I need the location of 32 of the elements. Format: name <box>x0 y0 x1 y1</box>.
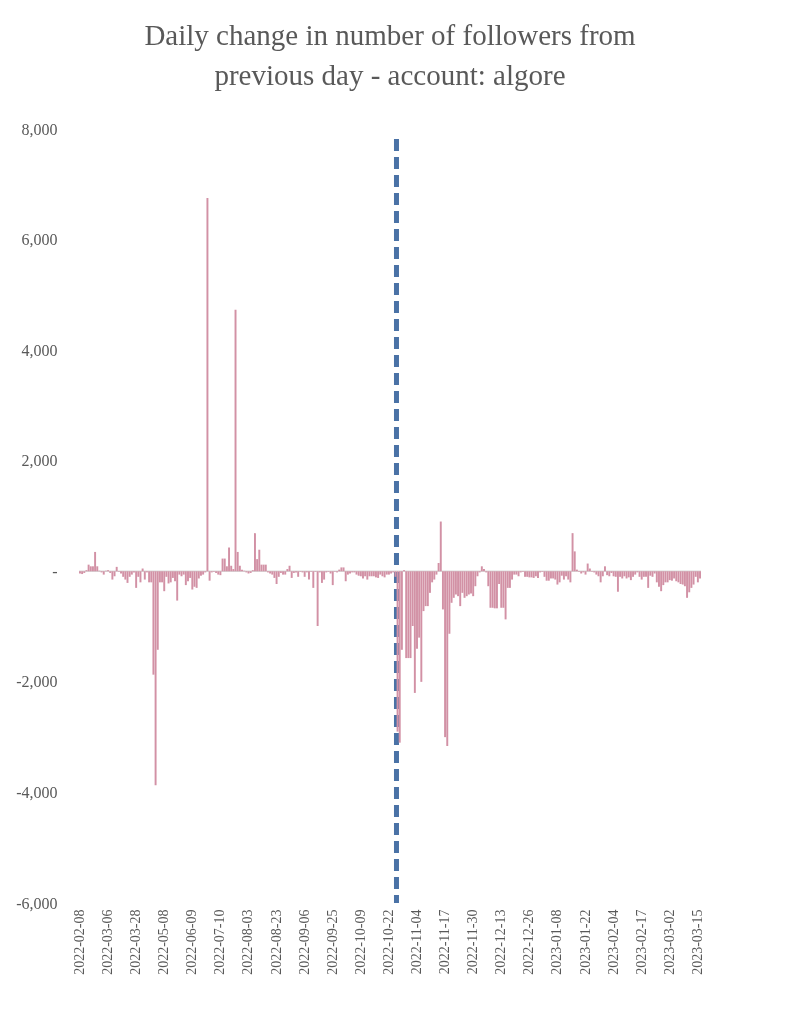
x-tick-label: 2022-10-22 <box>380 909 396 975</box>
x-tick-label: 2023-02-17 <box>633 909 649 975</box>
x-tick-label: 2022-02-08 <box>71 909 87 975</box>
x-tick-label: 2022-12-26 <box>521 909 537 975</box>
x-tick-label: 2022-07-10 <box>212 909 228 975</box>
y-tick-label: 6,000 <box>21 231 58 249</box>
x-tick-label: 2022-11-17 <box>437 909 453 975</box>
chart-title: Daily change in number of followers from previous day - account: algore <box>144 19 637 91</box>
x-tick-label: 2023-03-02 <box>661 909 677 975</box>
x-tick-label: 2022-06-09 <box>184 909 200 975</box>
x-tick-label: 2023-02-04 <box>605 909 621 975</box>
y-tick-label: 2,000 <box>21 452 58 470</box>
y-tick-label: - <box>52 562 58 580</box>
x-tick-label: 2023-01-22 <box>577 909 593 975</box>
x-tick-label: 2023-03-15 <box>689 909 705 975</box>
x-tick-label: 2022-09-06 <box>296 909 312 975</box>
y-tick-label: 4,000 <box>21 341 58 359</box>
x-tick-label: 2022-03-06 <box>100 909 116 975</box>
x-tick-label: 2022-03-28 <box>128 909 144 975</box>
x-tick-label: 2023-01-08 <box>549 909 565 975</box>
x-tick-label: 2022-12-13 <box>493 909 509 975</box>
y-tick-label: 8,000 <box>21 120 58 138</box>
x-tick-label: 2022-05-08 <box>156 909 172 975</box>
y-tick-label: -6,000 <box>16 894 58 912</box>
x-tick-label: 2022-09-25 <box>324 909 340 975</box>
x-tick-label: 2022-11-30 <box>465 909 481 975</box>
y-tick-label: -2,000 <box>16 673 58 691</box>
x-tick-label: 2022-11-04 <box>409 909 425 975</box>
y-tick-label: -4,000 <box>16 783 58 801</box>
x-tick-label: 2022-08-03 <box>240 909 256 975</box>
x-tick-label: 2022-08-23 <box>268 909 284 975</box>
x-tick-label: 2022-10-09 <box>352 909 368 975</box>
